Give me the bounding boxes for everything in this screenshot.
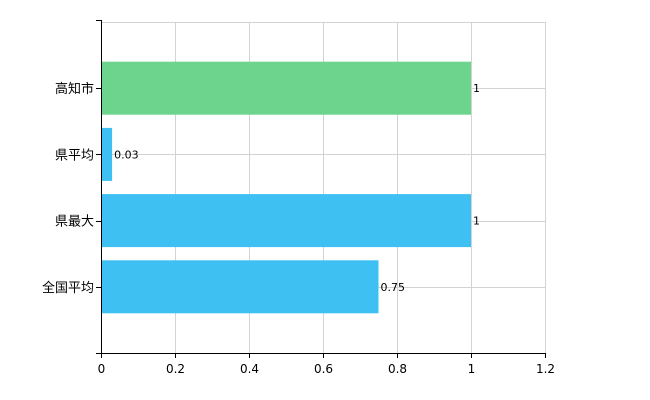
- category-label-1: 県平均: [55, 148, 94, 163]
- x-tick-label-2: 0.4: [240, 362, 259, 376]
- bar-2: [101, 194, 471, 248]
- x-tick-label-3: 0.6: [314, 362, 333, 376]
- bar-0: [101, 61, 471, 115]
- axes-layer: [96, 20, 546, 358]
- x-tick-label-5: 1: [468, 362, 476, 376]
- category-label-3: 全国平均: [42, 280, 94, 296]
- data-label-2: 1: [473, 215, 480, 228]
- category-label-0: 高知市: [55, 81, 94, 97]
- bar-3: [101, 260, 379, 314]
- data-label-1: 0.03: [114, 148, 139, 161]
- data-label-0: 1: [473, 82, 480, 95]
- x-tick-label-6: 1.2: [536, 362, 555, 376]
- data-label-3: 0.75: [381, 281, 406, 294]
- category-label-2: 県最大: [55, 215, 94, 230]
- x-tick-label-1: 0.2: [166, 362, 185, 376]
- bars-layer: [101, 61, 471, 314]
- labels-layer: 1 高知市 0.03 県平均 1 県最大 0.75 全国平均 0 0.2 0.4 0.6 0.8 1 1.2: [42, 81, 555, 376]
- x-tick-label-0: 0: [98, 362, 106, 376]
- bar-1: [101, 127, 113, 181]
- x-tick-label-4: 0.8: [388, 362, 407, 376]
